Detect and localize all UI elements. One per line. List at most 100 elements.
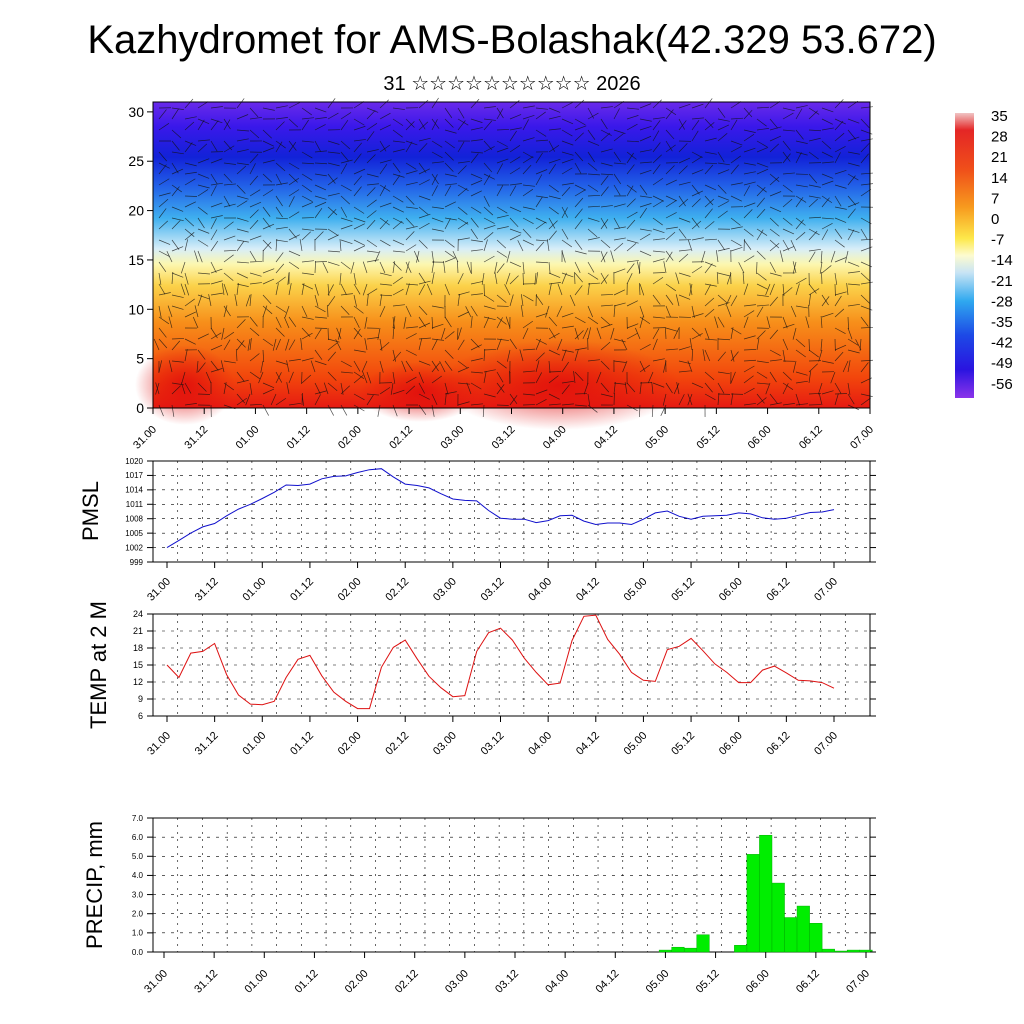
wind-barb (171, 206, 184, 212)
wind-barb (285, 338, 290, 351)
wind-barb (379, 239, 391, 247)
wind-barb (444, 360, 453, 371)
wind-barb (522, 320, 534, 329)
wind-barb (635, 327, 641, 340)
wind-barb (509, 206, 522, 213)
wind-barb (701, 250, 706, 263)
wind-barb (548, 184, 559, 193)
wind-barb (405, 305, 412, 317)
wind-barb (561, 182, 574, 186)
wind-barb (194, 250, 199, 263)
wind-barb (262, 147, 275, 153)
wind-barb (171, 272, 174, 285)
wind-barb (168, 360, 173, 373)
profile-warm-area (135, 345, 235, 425)
wind-barb (834, 120, 844, 131)
wind-barb (691, 130, 699, 142)
wind-barb (392, 288, 404, 296)
x-tick-label: 04.00 (526, 730, 554, 758)
wind-barb (522, 272, 524, 286)
wind-barb (678, 198, 689, 208)
wind-barb (652, 130, 660, 142)
wind-barb (535, 312, 548, 318)
wind-barb (561, 167, 573, 175)
wind-barb (626, 260, 639, 263)
wind-barb (743, 304, 756, 307)
pmsl-y-label: PMSL (78, 481, 103, 541)
wind-barb (730, 146, 742, 153)
wind-barb (743, 181, 756, 186)
wind-barb (509, 130, 517, 142)
wind-barb (197, 139, 210, 142)
wind-barb (665, 144, 676, 153)
wind-barb (691, 156, 703, 164)
wind-barb (314, 316, 327, 319)
wind-barb (262, 241, 272, 252)
wind-barb (548, 375, 559, 384)
wind-barb (600, 323, 613, 329)
wind-barb (392, 148, 405, 153)
wind-barb (769, 371, 777, 383)
wind-barb (743, 283, 749, 296)
wind-barb (314, 283, 319, 296)
wind-barb (339, 272, 342, 285)
wind-barb (496, 316, 507, 325)
precip-bar (796, 905, 810, 953)
wind-barb (756, 294, 769, 297)
wind-barb (405, 385, 416, 395)
wind-barb (691, 349, 694, 362)
wind-barb (262, 338, 274, 347)
wind-barb (506, 349, 511, 362)
wind-barb (405, 231, 415, 241)
wind-barb (403, 316, 407, 329)
wind-barb (353, 139, 366, 142)
wind-barb (418, 338, 423, 351)
wind-barb (180, 261, 186, 274)
wind-barb (158, 162, 170, 169)
wind-barb (756, 184, 767, 193)
wind-barb (548, 107, 561, 113)
wind-barb (366, 131, 375, 142)
wind-barb (405, 162, 417, 170)
wind-barb (314, 382, 321, 394)
wind-barb (366, 110, 376, 120)
wind-barb (366, 183, 379, 186)
wind-barb (327, 371, 337, 381)
wind-barb (665, 179, 678, 186)
colorbar-label: 35 (991, 108, 1008, 125)
wind-barb (639, 126, 652, 131)
wind-barb (847, 151, 860, 155)
wind-barb (808, 251, 816, 263)
wind-barb (314, 394, 321, 406)
wind-barb (779, 250, 784, 263)
wind-barb (418, 206, 429, 215)
wind-barb (704, 162, 718, 164)
wind-barb (795, 151, 808, 156)
wind-barb (483, 174, 491, 186)
wind-barb (600, 219, 609, 230)
wind-barb (600, 316, 611, 326)
wind-barb (249, 235, 262, 241)
wind-barb (691, 333, 703, 340)
x-tick-label: 03.12 (479, 730, 507, 758)
wind-barb (652, 338, 658, 351)
wind-barb (483, 239, 488, 252)
wind-barb (457, 188, 468, 197)
wind-barb (223, 195, 231, 207)
wind-barb (180, 283, 186, 296)
wind-barb (574, 189, 586, 197)
wind-barb (534, 272, 537, 285)
wind-barb (665, 109, 674, 120)
wind-barb (509, 338, 518, 350)
wind-barb (782, 172, 795, 175)
wind-barb (678, 165, 688, 175)
wind-barb (743, 348, 757, 351)
wind-barb (392, 316, 396, 329)
wind-barb (769, 402, 782, 406)
wind-barb (556, 305, 563, 317)
wind-barb (171, 294, 184, 298)
wind-barb (166, 250, 173, 263)
wind-barb (301, 117, 314, 120)
